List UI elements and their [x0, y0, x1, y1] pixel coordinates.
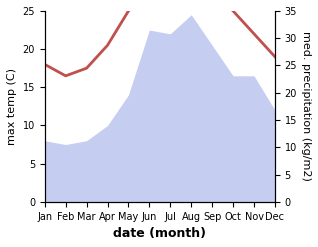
Y-axis label: med. precipitation (kg/m2): med. precipitation (kg/m2): [301, 31, 311, 181]
X-axis label: date (month): date (month): [113, 227, 206, 240]
Y-axis label: max temp (C): max temp (C): [7, 68, 17, 145]
